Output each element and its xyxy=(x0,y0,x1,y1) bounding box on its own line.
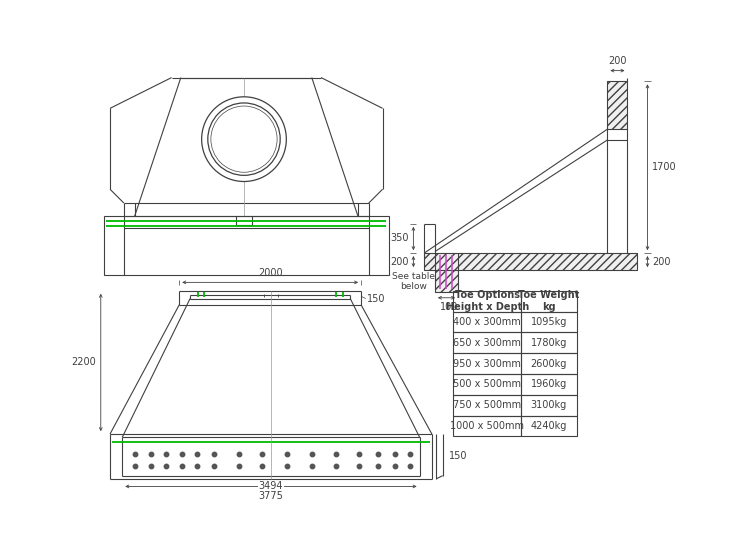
Bar xyxy=(453,332,521,353)
Ellipse shape xyxy=(208,103,280,175)
Text: 150: 150 xyxy=(449,452,467,461)
Text: 1000 x 500mm: 1000 x 500mm xyxy=(450,421,524,431)
Text: 200: 200 xyxy=(391,257,409,267)
Bar xyxy=(453,312,521,332)
Bar xyxy=(521,312,577,332)
Text: 3775: 3775 xyxy=(258,491,283,501)
Text: 950 x 300mm: 950 x 300mm xyxy=(453,359,521,369)
Bar xyxy=(453,353,521,374)
Bar xyxy=(424,253,637,270)
Text: 4240kg: 4240kg xyxy=(531,421,567,431)
Bar xyxy=(435,253,458,292)
Bar xyxy=(521,332,577,353)
Ellipse shape xyxy=(201,97,286,182)
Ellipse shape xyxy=(211,106,277,172)
Text: 200: 200 xyxy=(608,56,626,66)
Bar xyxy=(521,395,577,416)
Text: 500 x 500mm: 500 x 500mm xyxy=(453,379,521,389)
Text: 750 x 500mm: 750 x 500mm xyxy=(453,400,521,410)
Bar xyxy=(453,291,521,312)
Text: See table
below: See table below xyxy=(392,272,435,291)
Text: 1095kg: 1095kg xyxy=(531,317,567,327)
Text: 3100kg: 3100kg xyxy=(531,400,567,410)
Text: 400 x 300mm: 400 x 300mm xyxy=(453,317,521,327)
Text: 100: 100 xyxy=(440,302,458,312)
Text: 650 x 300mm: 650 x 300mm xyxy=(453,338,521,348)
Bar xyxy=(521,353,577,374)
Text: 200: 200 xyxy=(652,257,671,267)
Bar xyxy=(104,216,389,276)
Text: 3494: 3494 xyxy=(258,481,283,491)
Bar xyxy=(453,416,521,436)
Text: Toe Options
Height x Depth: Toe Options Height x Depth xyxy=(446,290,529,312)
Bar xyxy=(521,291,577,312)
Bar xyxy=(453,374,521,395)
Text: 2600kg: 2600kg xyxy=(531,359,567,369)
Text: 1780kg: 1780kg xyxy=(531,338,567,348)
Bar xyxy=(521,416,577,436)
Text: 2200: 2200 xyxy=(72,358,96,367)
Text: 1960kg: 1960kg xyxy=(531,379,567,389)
Text: 2000: 2000 xyxy=(258,268,283,278)
Text: 1700: 1700 xyxy=(652,162,677,172)
Text: 350: 350 xyxy=(391,234,409,244)
Text: Toe Weight
kg: Toe Weight kg xyxy=(518,290,580,312)
Bar xyxy=(521,374,577,395)
Bar xyxy=(607,81,628,129)
Bar xyxy=(453,395,521,416)
Text: 150: 150 xyxy=(367,294,385,304)
